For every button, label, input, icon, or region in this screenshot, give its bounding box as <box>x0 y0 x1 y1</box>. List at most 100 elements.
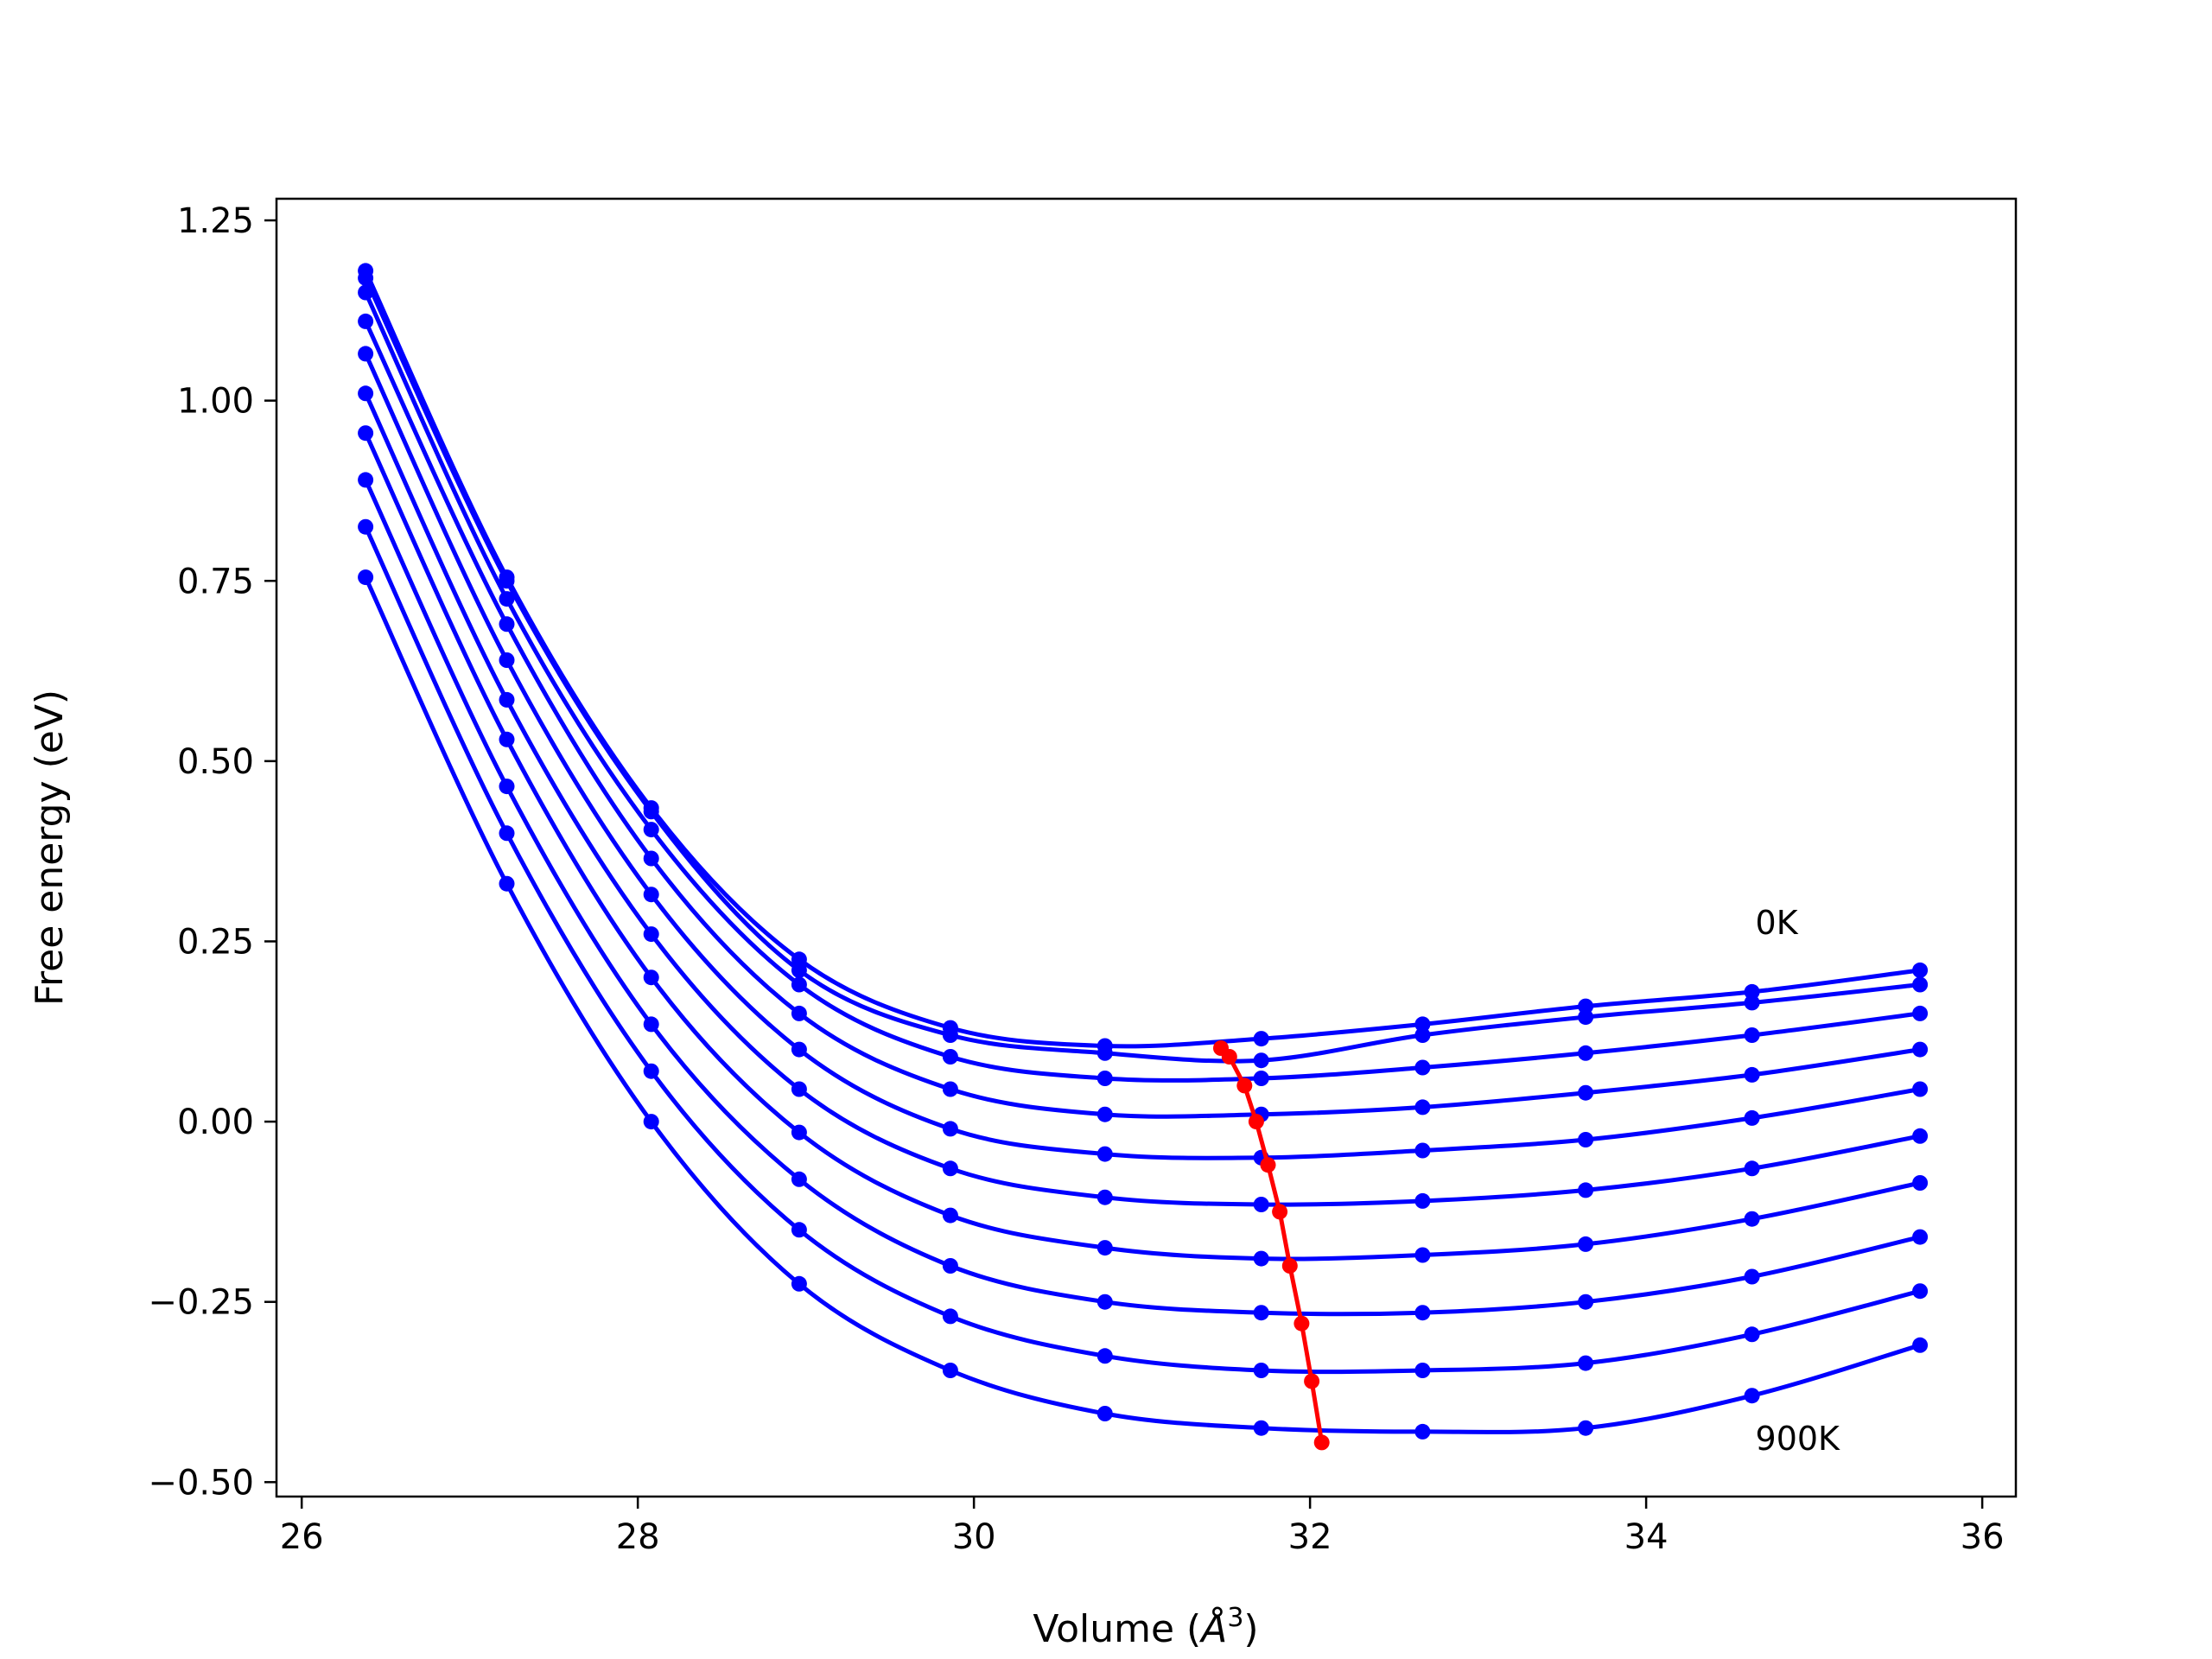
data-point-4-4 <box>942 1121 958 1137</box>
data-point-8-3 <box>791 1222 807 1238</box>
data-point-9-6 <box>1253 1420 1269 1436</box>
data-point-8-0 <box>358 518 374 535</box>
annotations: 0K 900K <box>1756 904 1841 1458</box>
data-point-3-10 <box>1912 1041 1929 1058</box>
data-point-6-8 <box>1578 1236 1594 1252</box>
data-point-1-4 <box>942 1027 958 1043</box>
data-point-4-10 <box>1912 1081 1929 1097</box>
data-point-2-6 <box>1253 1071 1269 1086</box>
data-point-9-10 <box>1912 1337 1929 1353</box>
energy-curve-3 <box>363 320 1921 1119</box>
data-point-0-8 <box>1578 998 1594 1014</box>
x-tick-label-4: 34 <box>1624 1517 1669 1557</box>
data-point-9-2 <box>643 1114 659 1130</box>
data-point-2-5 <box>1096 1071 1113 1086</box>
axes-frame <box>275 197 2018 1498</box>
data-point-5-10 <box>1912 1128 1929 1144</box>
data-point-6-4 <box>942 1207 958 1224</box>
data-point-2-1 <box>499 591 515 607</box>
data-point-6-10 <box>1912 1175 1929 1191</box>
minimum-point-5 <box>1272 1204 1288 1220</box>
data-point-4-2 <box>643 887 659 903</box>
minimum-point-4 <box>1260 1157 1276 1173</box>
data-point-9-0 <box>358 569 374 586</box>
data-point-8-2 <box>643 1063 659 1079</box>
data-point-2-3 <box>791 976 807 993</box>
y-axis-label: Free energy (eV) <box>28 690 72 1006</box>
data-point-4-8 <box>1578 1132 1594 1147</box>
data-point-5-2 <box>643 926 659 943</box>
y-tick-label-4: 0.50 <box>177 742 254 782</box>
data-point-4-3 <box>791 1041 807 1058</box>
energy-curves <box>363 270 1921 1434</box>
energy-curve-9 <box>363 576 1921 1434</box>
data-points <box>358 263 1929 1440</box>
energy-curve-8 <box>363 525 1921 1375</box>
data-point-6-9 <box>1744 1211 1760 1227</box>
data-point-4-5 <box>1096 1146 1113 1162</box>
data-point-5-4 <box>942 1160 958 1177</box>
y-axis-ticks: −0.50 −0.25 0.00 0.25 0.50 0.75 1.00 1.25 <box>148 201 276 1503</box>
y-tick-label-7: 1.25 <box>177 201 254 241</box>
y-tick-label-1: −0.25 <box>148 1283 254 1323</box>
data-point-3-4 <box>942 1081 958 1097</box>
data-point-9-9 <box>1744 1388 1760 1404</box>
data-point-9-3 <box>791 1275 807 1292</box>
y-tick-label-5: 0.75 <box>177 562 254 601</box>
data-point-6-5 <box>1096 1240 1113 1256</box>
energy-curve-2 <box>363 291 1921 1083</box>
x-axis-ticks: 26 28 30 32 34 36 <box>280 1497 2005 1557</box>
y-tick-label-2: 0.00 <box>177 1103 254 1142</box>
data-point-0-3 <box>791 951 807 968</box>
y-tick-label-0: −0.50 <box>148 1463 254 1503</box>
data-point-5-9 <box>1744 1160 1760 1177</box>
data-point-7-1 <box>499 779 515 795</box>
minimum-point-8 <box>1304 1373 1320 1389</box>
data-point-5-7 <box>1414 1192 1431 1209</box>
data-point-0-9 <box>1744 983 1760 1000</box>
data-point-8-4 <box>942 1308 958 1325</box>
data-point-2-2 <box>643 822 659 838</box>
data-point-5-8 <box>1578 1182 1594 1198</box>
data-point-2-10 <box>1912 1005 1929 1021</box>
data-point-8-8 <box>1578 1355 1594 1371</box>
data-point-5-3 <box>791 1081 807 1097</box>
x-tick-label-1: 28 <box>616 1517 660 1557</box>
minimum-point-2 <box>1236 1077 1253 1094</box>
data-point-2-4 <box>942 1049 958 1065</box>
data-point-4-9 <box>1744 1109 1760 1126</box>
data-point-9-7 <box>1414 1423 1431 1440</box>
data-point-5-1 <box>499 691 515 708</box>
data-point-0-7 <box>1414 1016 1431 1033</box>
x-axis-label: Volume (Å3) <box>1033 1603 1258 1651</box>
energy-curve-6 <box>363 432 1921 1262</box>
data-point-2-9 <box>1744 1027 1760 1043</box>
data-point-7-3 <box>791 1171 807 1187</box>
data-point-6-3 <box>791 1124 807 1141</box>
data-point-1-1 <box>499 573 515 589</box>
data-point-3-5 <box>1096 1106 1113 1122</box>
energy-curve-5 <box>363 392 1921 1207</box>
data-point-6-6 <box>1253 1250 1269 1267</box>
data-point-5-5 <box>1096 1189 1113 1205</box>
data-point-3-9 <box>1744 1066 1760 1083</box>
data-point-1-9 <box>1744 995 1760 1011</box>
energy-curve-7 <box>363 479 1921 1317</box>
data-point-3-3 <box>791 1005 807 1021</box>
x-tick-label-3: 32 <box>1288 1517 1332 1557</box>
data-point-7-5 <box>1096 1294 1113 1310</box>
data-point-6-1 <box>499 731 515 747</box>
data-point-8-10 <box>1912 1283 1929 1300</box>
data-point-0-6 <box>1253 1031 1269 1047</box>
data-point-1-8 <box>1578 1009 1594 1026</box>
minimum-point-3 <box>1248 1114 1264 1130</box>
annotation-0: 0K <box>1756 904 1799 942</box>
energy-curve-1 <box>363 276 1921 1064</box>
data-point-9-5 <box>1096 1406 1113 1421</box>
minimum-point-1 <box>1221 1049 1237 1065</box>
y-tick-label-6: 1.00 <box>177 382 254 422</box>
data-point-3-0 <box>358 313 374 329</box>
data-point-3-8 <box>1578 1084 1594 1101</box>
data-point-7-10 <box>1912 1229 1929 1245</box>
x-tick-label-0: 26 <box>280 1517 324 1557</box>
